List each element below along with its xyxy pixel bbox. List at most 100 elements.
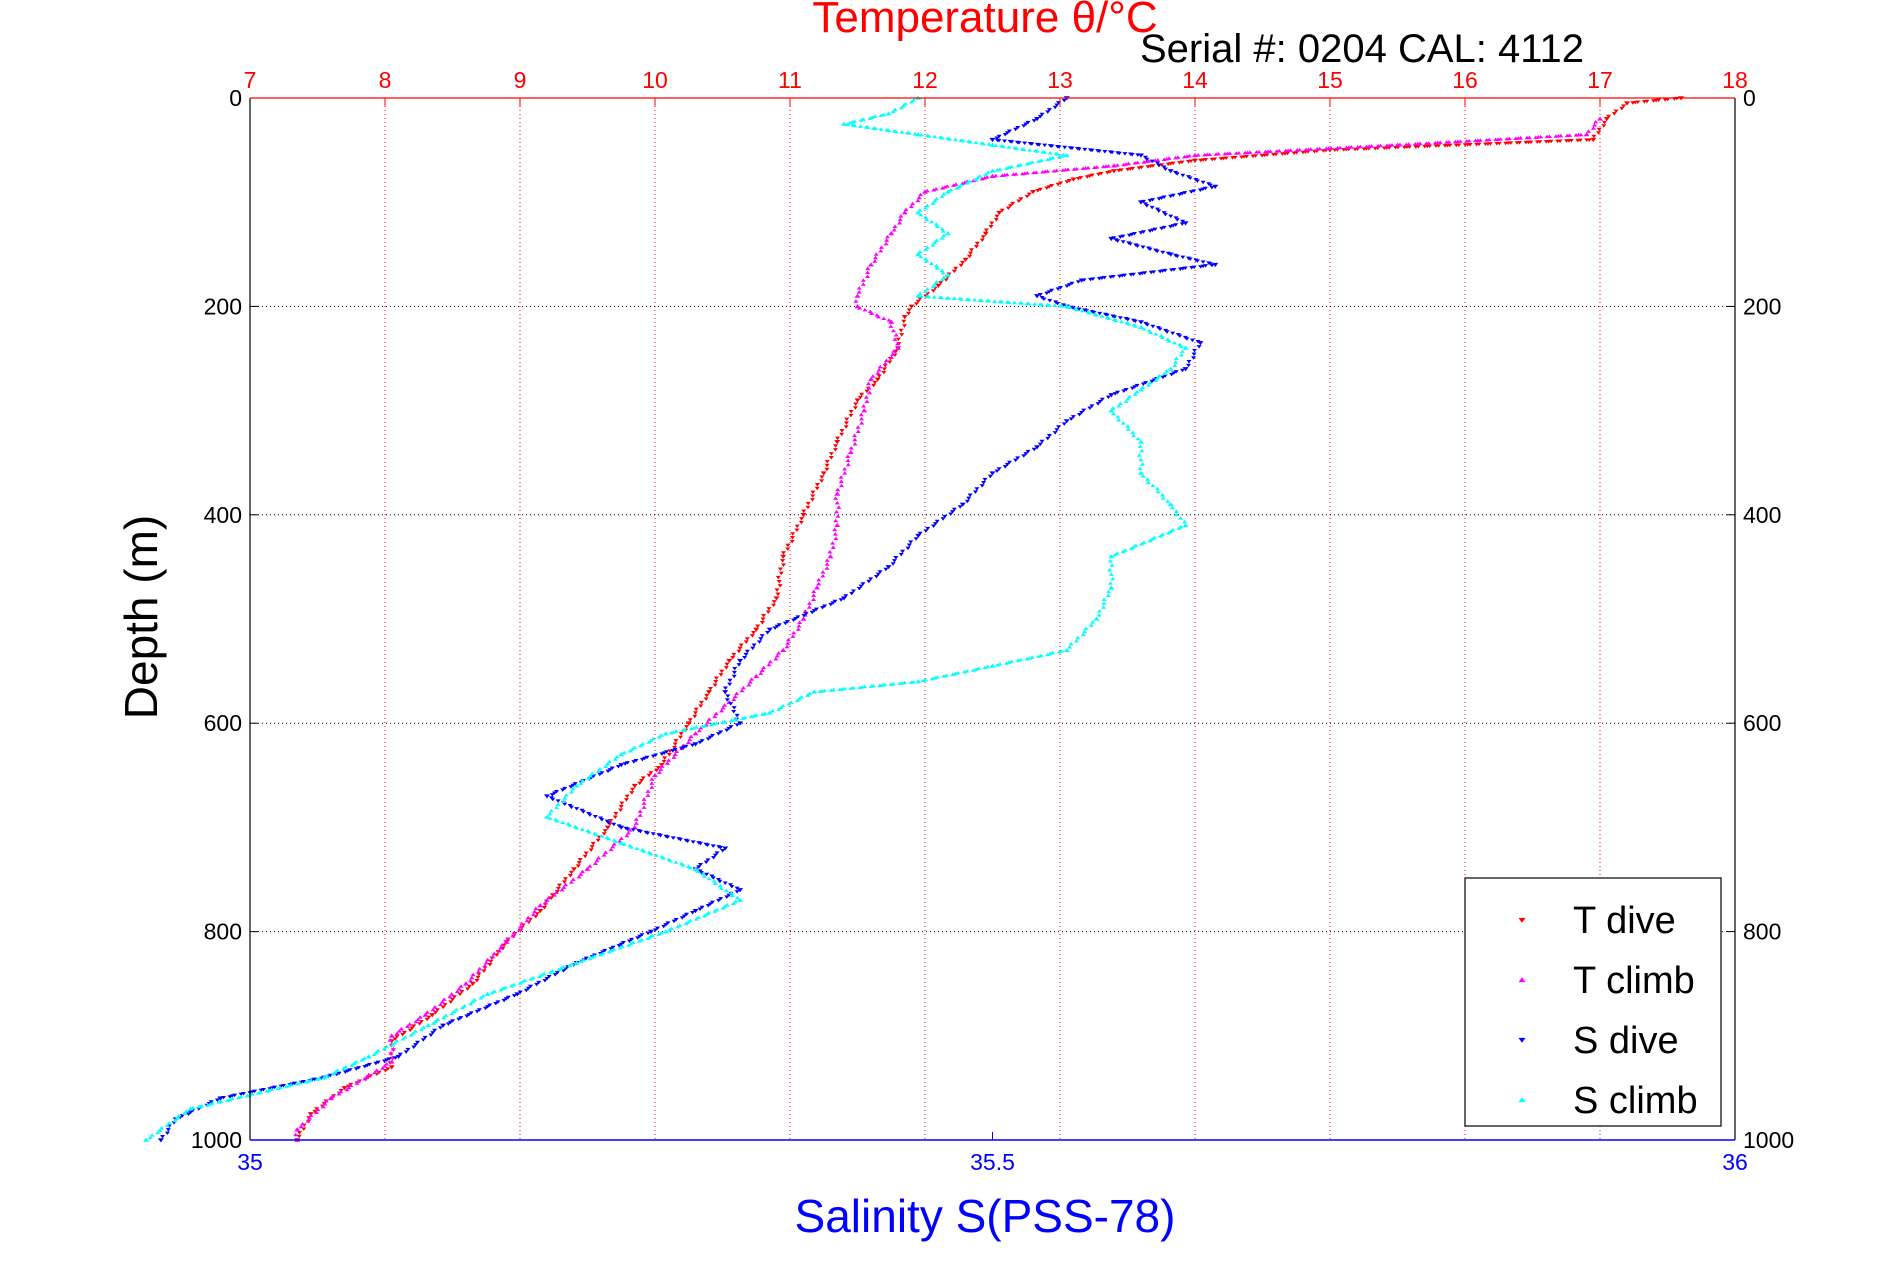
trace-marker-t-climb xyxy=(576,874,582,879)
trace-marker-s-climb xyxy=(728,718,734,723)
trace-marker-t-climb xyxy=(838,475,844,479)
trace-marker-t-dive xyxy=(577,857,583,862)
trace-marker-t-dive xyxy=(713,680,719,684)
trace-marker-s-dive xyxy=(722,881,728,885)
trace-marker-s-dive xyxy=(1047,298,1053,303)
trace-marker-s-dive xyxy=(633,758,639,763)
trace-marker-t-climb xyxy=(951,183,957,187)
trace-marker-t-climb xyxy=(739,688,745,693)
trace-marker-s-dive xyxy=(652,928,658,932)
trace-marker-t-dive xyxy=(582,854,588,859)
trace-marker-s-climb xyxy=(740,716,746,720)
trace-marker-s-climb xyxy=(1125,397,1131,401)
trace-marker-t-climb xyxy=(833,509,839,514)
trace-marker-t-climb xyxy=(356,1079,362,1083)
trace-marker-s-dive xyxy=(1108,275,1114,280)
trace-marker-s-climb xyxy=(1086,310,1092,315)
tick-label-depth-left: 200 xyxy=(204,293,242,319)
trace-marker-s-climb xyxy=(924,287,930,291)
trace-marker-s-dive xyxy=(1021,454,1027,458)
trace-marker-t-climb xyxy=(1132,161,1138,165)
data-point-s-climb xyxy=(1138,439,1144,444)
trace-marker-s-dive xyxy=(373,1061,379,1066)
trace-marker-s-dive xyxy=(890,562,896,566)
trace-marker-t-climb xyxy=(918,192,924,197)
data-point-s-climb xyxy=(321,1075,328,1080)
trace-marker-s-climb xyxy=(928,219,934,224)
trace-marker-s-climb xyxy=(613,839,619,844)
trace-marker-t-climb xyxy=(878,245,884,249)
trace-marker-s-dive xyxy=(1058,285,1064,290)
trace-marker-s-dive xyxy=(422,1035,428,1040)
trace-marker-t-climb xyxy=(546,895,552,900)
trace-marker-t-dive xyxy=(678,732,684,736)
trace-marker-s-climb xyxy=(275,1086,281,1091)
trace-marker-t-dive xyxy=(481,969,487,973)
trace-marker-s-dive xyxy=(820,606,826,610)
trace-marker-s-dive xyxy=(1148,270,1154,275)
trace-marker-s-climb xyxy=(1047,150,1053,155)
trace-marker-t-dive xyxy=(1596,131,1602,135)
trace-marker-t-dive xyxy=(382,1069,388,1073)
data-point-s-climb xyxy=(915,251,922,257)
trace-marker-t-climb xyxy=(1591,126,1596,130)
trace-marker-t-climb xyxy=(1343,145,1349,150)
trace-marker-s-climb xyxy=(400,1037,406,1041)
trace-marker-t-climb xyxy=(338,1089,344,1094)
trace-marker-t-climb xyxy=(1222,151,1228,156)
trace-marker-t-dive xyxy=(915,299,921,304)
trace-marker-t-dive xyxy=(1300,150,1306,155)
data-point-t-climb xyxy=(888,231,895,236)
trace-marker-s-climb xyxy=(1006,165,1012,169)
trace-marker-s-climb xyxy=(1155,489,1161,494)
trace-marker-s-climb xyxy=(980,141,986,146)
trace-marker-s-climb xyxy=(598,952,604,957)
trace-marker-s-climb xyxy=(1112,552,1118,557)
trace-marker-s-dive xyxy=(987,474,993,479)
trace-marker-s-dive xyxy=(734,723,740,727)
trace-marker-s-climb xyxy=(1135,436,1141,441)
trace-marker-t-dive xyxy=(743,640,749,644)
trace-marker-t-climb xyxy=(720,706,726,710)
trace-marker-s-climb xyxy=(1110,411,1116,416)
trace-marker-s-dive xyxy=(1099,397,1105,402)
trace-marker-t-dive xyxy=(832,448,838,452)
trace-marker-t-climb xyxy=(511,930,517,935)
trace-marker-s-climb xyxy=(647,935,653,939)
trace-marker-t-climb xyxy=(740,685,746,690)
trace-marker-s-dive xyxy=(966,496,972,501)
trace-marker-t-climb xyxy=(587,864,593,868)
trace-marker-s-climb xyxy=(669,926,675,930)
trace-marker-s-climb xyxy=(1045,157,1051,162)
trace-marker-t-climb xyxy=(1254,150,1260,154)
trace-marker-s-dive xyxy=(650,754,656,759)
trace-marker-t-dive xyxy=(567,873,573,878)
trace-marker-s-dive xyxy=(685,839,691,844)
trace-marker-t-climb xyxy=(836,505,842,509)
trace-marker-t-dive xyxy=(424,1017,430,1022)
series-s-dive xyxy=(157,96,1219,1143)
trace-marker-t-dive xyxy=(1621,104,1627,108)
trace-marker-t-dive xyxy=(619,801,625,806)
trace-marker-s-dive xyxy=(1091,310,1097,315)
trace-marker-s-dive xyxy=(635,936,641,940)
trace-marker-t-climb xyxy=(542,900,548,905)
trace-marker-s-climb xyxy=(556,967,562,972)
trace-marker-s-climb xyxy=(971,297,977,302)
trace-marker-s-climb xyxy=(1115,414,1121,419)
trace-marker-t-climb xyxy=(688,734,694,739)
data-point-s-climb xyxy=(1093,616,1100,621)
trace-marker-s-climb xyxy=(878,127,884,131)
data-point-s-dive xyxy=(647,929,654,934)
trace-marker-s-dive xyxy=(801,613,807,618)
trace-marker-s-climb xyxy=(1137,466,1143,471)
x-axis-label: Salinity S(PSS-78) xyxy=(795,1190,1176,1242)
trace-marker-t-dive xyxy=(698,700,704,705)
trace-marker-s-dive xyxy=(1054,103,1060,107)
trace-marker-s-dive xyxy=(1116,151,1122,156)
trace-marker-t-dive xyxy=(1381,146,1387,151)
trace-marker-s-climb xyxy=(1165,499,1171,503)
trace-marker-s-dive xyxy=(1088,277,1093,282)
trace-marker-s-climb xyxy=(1050,155,1056,160)
trace-marker-s-climb xyxy=(1171,340,1177,345)
